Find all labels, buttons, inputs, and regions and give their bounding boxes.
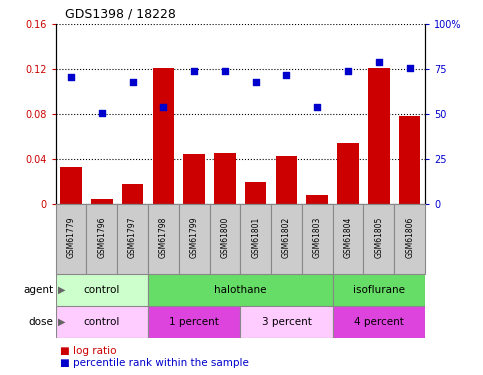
Point [252, 79, 259, 85]
Text: GSM61796: GSM61796 [97, 217, 106, 258]
Text: GSM61798: GSM61798 [159, 217, 168, 258]
Bar [241, 306, 333, 338]
Text: ▶: ▶ [58, 316, 66, 327]
Point [159, 104, 167, 110]
Point [190, 68, 198, 74]
Point [128, 79, 136, 85]
Bar [364, 204, 394, 274]
Text: agent: agent [23, 285, 53, 295]
Bar [148, 204, 179, 274]
Bar [91, 199, 113, 204]
Point [98, 110, 106, 116]
Bar [368, 68, 390, 204]
Bar [184, 154, 205, 204]
Text: GSM61799: GSM61799 [190, 217, 199, 258]
Bar [302, 204, 333, 274]
Text: GSM61806: GSM61806 [405, 217, 414, 258]
Text: 1 percent: 1 percent [169, 316, 219, 327]
Bar [307, 195, 328, 204]
Text: halothane: halothane [214, 285, 267, 295]
Text: 4 percent: 4 percent [354, 316, 404, 327]
Bar [60, 167, 82, 204]
Text: GSM61802: GSM61802 [282, 217, 291, 258]
Bar [399, 116, 420, 204]
Text: control: control [84, 316, 120, 327]
Bar [394, 204, 425, 274]
Text: ■ percentile rank within the sample: ■ percentile rank within the sample [60, 358, 249, 368]
Point [67, 74, 75, 80]
Text: GSM61805: GSM61805 [374, 217, 384, 258]
Text: GSM61800: GSM61800 [220, 217, 229, 258]
Bar [153, 68, 174, 204]
Bar [117, 204, 148, 274]
Text: GSM61804: GSM61804 [343, 217, 353, 258]
Text: 3 percent: 3 percent [261, 316, 312, 327]
Text: control: control [84, 285, 120, 295]
Point [344, 68, 352, 74]
Point [313, 104, 321, 110]
Bar [333, 274, 425, 306]
Text: GSM61803: GSM61803 [313, 217, 322, 258]
Text: GDS1398 / 18228: GDS1398 / 18228 [65, 8, 176, 21]
Bar [86, 204, 117, 274]
Bar [337, 142, 359, 204]
Text: GSM61801: GSM61801 [251, 217, 260, 258]
Point [375, 59, 383, 65]
Text: ■ log ratio: ■ log ratio [60, 345, 117, 355]
Text: isoflurane: isoflurane [353, 285, 405, 295]
Bar [271, 204, 302, 274]
Bar [214, 153, 236, 204]
Bar [179, 204, 210, 274]
Bar [210, 204, 240, 274]
Bar [122, 184, 143, 204]
Bar [333, 204, 364, 274]
Bar [245, 182, 267, 204]
Text: GSM61779: GSM61779 [67, 217, 75, 258]
Text: GSM61797: GSM61797 [128, 217, 137, 258]
Point [283, 72, 290, 78]
Bar [56, 204, 86, 274]
Text: ▶: ▶ [58, 285, 66, 295]
Bar [276, 156, 297, 204]
Point [406, 64, 413, 70]
Bar [56, 274, 148, 306]
Text: dose: dose [28, 316, 53, 327]
Bar [56, 306, 148, 338]
Bar [240, 204, 271, 274]
Bar [148, 306, 241, 338]
Bar [148, 274, 333, 306]
Point [221, 68, 229, 74]
Bar [333, 306, 425, 338]
